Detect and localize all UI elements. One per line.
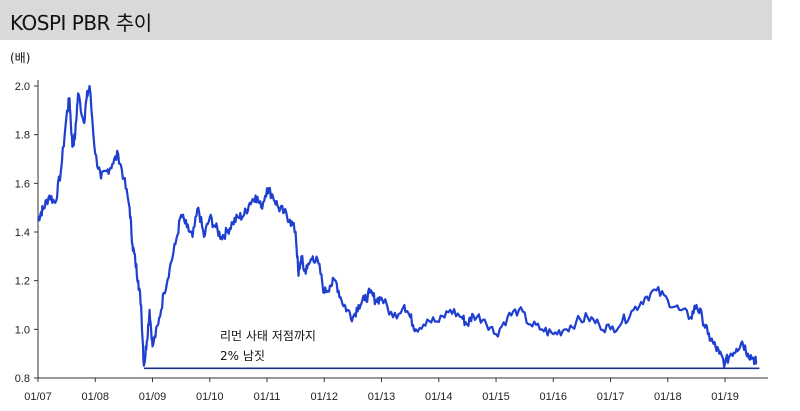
x-tick-label: 01/16	[540, 391, 568, 403]
y-tick-label: 1.0	[15, 324, 30, 336]
x-tick-label: 01/13	[368, 391, 396, 403]
chart-axes	[34, 80, 768, 382]
x-tick-label: 01/08	[81, 391, 109, 403]
series-line-kospi-pbr	[36, 84, 758, 368]
y-tick-label: 1.4	[15, 227, 30, 239]
x-tick-label: 01/07	[24, 391, 52, 403]
x-tick-label: 01/11	[254, 391, 281, 403]
y-tick-labels: 2.0 1.8 1.6 1.4 1.2 1.0 0.8	[15, 81, 30, 385]
annotation-line-1: 리먼 사태 저점까지	[220, 329, 316, 343]
y-axis-unit-label: (배)	[10, 51, 30, 65]
x-tick-labels: 01/07 01/08 01/09 01/10 01/11 01/12 01/13 01/14…	[24, 391, 739, 403]
x-tick-label: 01/15	[482, 391, 510, 403]
x-tick-label: 01/10	[196, 391, 224, 403]
x-tick-label: 01/14	[425, 391, 453, 403]
y-tick-label: 1.6	[15, 178, 30, 190]
x-tick-label: 01/12	[311, 391, 339, 403]
x-tick-label: 01/17	[597, 391, 625, 403]
chart-title-bar: KOSPI PBR 추이	[0, 0, 772, 40]
y-tick-label: 1.2	[15, 276, 30, 288]
x-tick-label: 01/09	[139, 391, 167, 403]
x-tick-label: 01/18	[654, 391, 682, 403]
x-tick-label: 01/19	[711, 391, 739, 403]
annotation-line-2: 2% 남짓	[220, 349, 265, 363]
y-tick-label: 1.8	[15, 130, 30, 142]
chart-title: KOSPI PBR 추이	[10, 11, 152, 35]
y-tick-label: 2.0	[15, 81, 30, 93]
y-tick-label: 0.8	[15, 373, 30, 385]
